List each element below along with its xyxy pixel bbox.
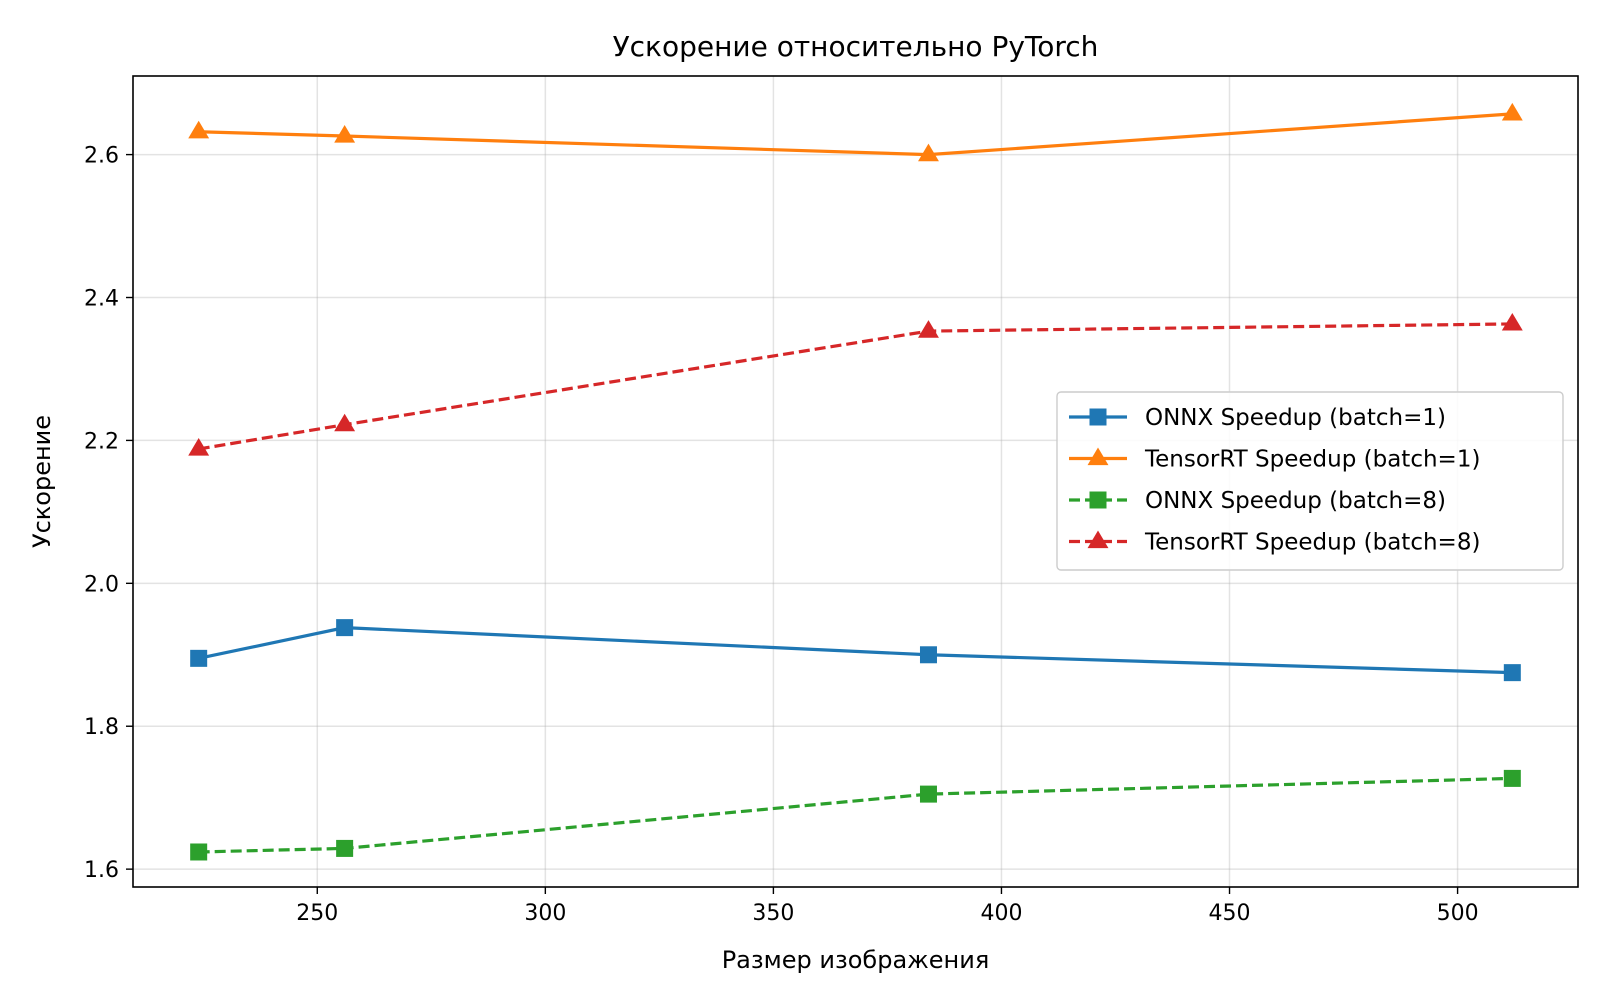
x-tick-label: 500: [1437, 901, 1479, 926]
data-point-tensorrt-speedup-batch-8: [918, 320, 939, 338]
series-line-tensorrt-speedup-batch-1: [198, 112, 1513, 157]
legend-marker-tensorrt-speedup-batch-8: [1087, 530, 1109, 549]
data-point-onnx-speedup-batch-8: [336, 839, 354, 857]
legend-label-tensorrt-speedup-batch-8: TensorRT Speedup (batch=8): [1144, 530, 1480, 556]
legend-label-tensorrt-speedup-batch-1: TensorRT Speedup (batch=1): [1144, 447, 1480, 473]
plot-frame: [132, 75, 1579, 888]
x-tick-label: 300: [524, 901, 566, 926]
data-point-tensorrt-speedup-batch-1: [188, 120, 210, 139]
legend: ONNX Speedup (batch=1) TensorRT Speedup (…: [1056, 391, 1564, 571]
axis-ticks: 250 300 350 400 450 500 1.6 1.8 2.0 2.2 2.4 2.6: [84, 144, 1479, 926]
series-line-onnx-speedup-batch-8: [198, 776, 1513, 854]
y-tick-label: 1.6: [84, 858, 119, 883]
data-point-onnx-speedup-batch-1: [336, 619, 354, 637]
x-axis-label: Размер изображения: [722, 946, 990, 974]
data-point-tensorrt-speedup-batch-1: [1501, 102, 1523, 121]
data-point-tensorrt-speedup-batch-8: [334, 413, 356, 432]
legend-label-onnx-speedup-batch-8: ONNX Speedup (batch=8): [1145, 488, 1446, 514]
y-tick-label: 2.6: [84, 144, 119, 169]
x-tick-label: 400: [980, 901, 1022, 926]
legend-entry-onnx-speedup-batch-1: ONNX Speedup (batch=1): [1069, 405, 1446, 431]
series-onnx-speedup-batch-8: [190, 769, 1521, 861]
data-point-tensorrt-speedup-batch-1: [334, 125, 356, 143]
data-point-onnx-speedup-batch-1: [1503, 664, 1521, 682]
data-point-onnx-speedup-batch-1: [190, 649, 208, 667]
data-point-onnx-speedup-batch-8: [1503, 769, 1521, 787]
y-tick-label: 2.2: [84, 429, 119, 454]
y-axis-label: Ускорение: [28, 415, 56, 548]
x-tick-label: 450: [1209, 901, 1251, 926]
series-tensorrt-speedup-batch-1: [188, 102, 1523, 162]
series-tensorrt-speedup-batch-8: [188, 312, 1523, 456]
legend-label-onnx-speedup-batch-1: ONNX Speedup (batch=1): [1145, 405, 1446, 431]
legend-marker-tensorrt-speedup-batch-1: [1087, 447, 1109, 466]
legend-box: [1056, 391, 1564, 571]
series-onnx-speedup-batch-1: [190, 619, 1521, 682]
chart-title: Ускорение относительно PyTorch: [613, 30, 1099, 63]
series-line-tensorrt-speedup-batch-8: [198, 322, 1513, 451]
series-line-onnx-speedup-batch-1: [198, 626, 1513, 675]
series-group: [188, 102, 1523, 861]
y-tick-label: 2.4: [84, 287, 119, 312]
y-tick-label: 1.8: [84, 715, 119, 740]
data-point-onnx-speedup-batch-8: [919, 785, 937, 803]
data-point-tensorrt-speedup-batch-8: [188, 437, 210, 456]
legend-entry-onnx-speedup-batch-8: ONNX Speedup (batch=8): [1069, 488, 1446, 514]
x-tick-label: 350: [752, 901, 794, 926]
legend-entry-tensorrt-speedup-batch-8: TensorRT Speedup (batch=8): [1069, 530, 1480, 556]
data-point-onnx-speedup-batch-1: [919, 646, 937, 664]
legend-marker-onnx-speedup-batch-1: [1089, 408, 1107, 426]
data-point-tensorrt-speedup-batch-1: [918, 143, 939, 162]
data-point-tensorrt-speedup-batch-8: [1501, 312, 1523, 331]
legend-entry-tensorrt-speedup-batch-1: TensorRT Speedup (batch=1): [1069, 447, 1480, 473]
data-point-onnx-speedup-batch-8: [190, 843, 208, 861]
legend-marker-onnx-speedup-batch-8: [1089, 491, 1107, 509]
y-tick-label: 2.0: [84, 572, 119, 597]
x-tick-label: 250: [296, 901, 338, 926]
